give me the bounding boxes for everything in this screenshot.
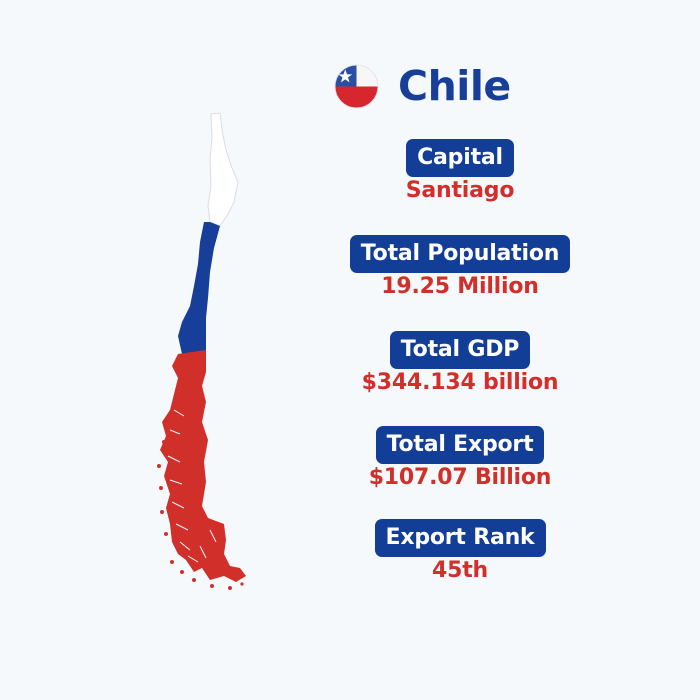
- stat-value: $107.07 Billion: [368, 465, 552, 490]
- stat-label: Export Rank: [374, 519, 546, 557]
- stat-total-export: Total Export $107.07 Billion: [300, 426, 620, 492]
- stat-total-gdp: Total GDP $344.134 billion: [300, 331, 620, 397]
- stat-export-rank: Export Rank 45th: [300, 519, 620, 585]
- stat-value: 19.25 Million: [381, 274, 539, 299]
- map-north-white: [207, 112, 239, 227]
- stat-total-population: Total Population 19.25 Million: [300, 235, 620, 301]
- map-south-red: [160, 350, 246, 582]
- stat-value: Santiago: [405, 178, 515, 203]
- chile-flag-icon: [334, 64, 379, 109]
- stat-capital: Capital Santiago: [300, 139, 620, 205]
- chile-map-icon: [157, 112, 246, 590]
- stat-value: $344.134 billion: [361, 370, 559, 395]
- map-central-blue: [178, 222, 220, 354]
- country-title: Chile: [398, 62, 511, 110]
- stat-value: 45th: [432, 558, 488, 583]
- stat-label: Capital: [406, 139, 514, 177]
- stat-label: Total Export: [375, 426, 545, 464]
- stat-label: Total GDP: [389, 331, 531, 369]
- stat-label: Total Population: [349, 235, 571, 273]
